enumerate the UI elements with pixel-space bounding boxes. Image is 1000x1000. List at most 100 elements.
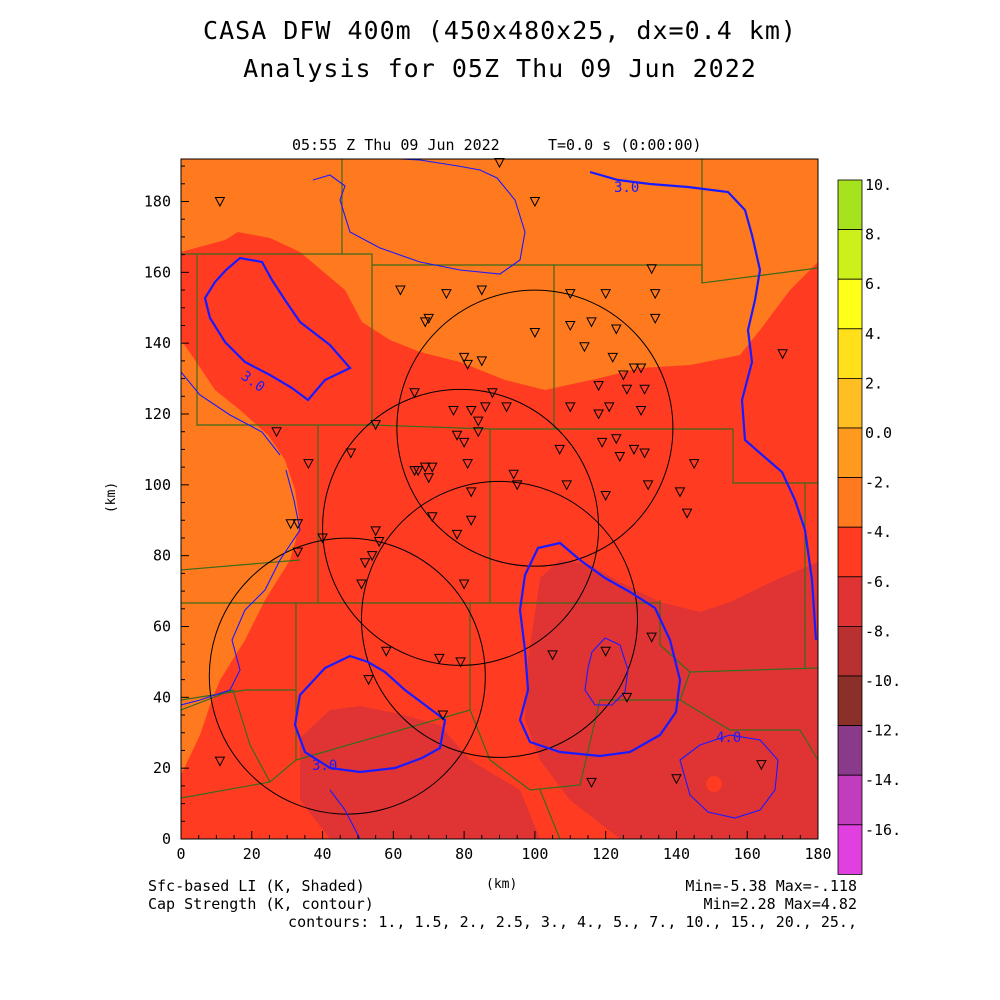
colorbar-label: -4. (865, 523, 892, 541)
station-marker (639, 384, 650, 395)
station-marker (465, 515, 477, 526)
colorbar-swatch (837, 725, 863, 776)
colorbar-label: -10. (865, 672, 901, 690)
station-marker (508, 469, 519, 480)
colorbar-label: -2. (865, 474, 892, 492)
colorbar-swatch (837, 179, 863, 230)
colorbar-swatch (837, 526, 863, 578)
colorbar-swatch (837, 774, 863, 826)
station-marker (476, 285, 488, 296)
station-marker (649, 313, 661, 324)
li-region-minus6-to-minus4 (300, 560, 818, 839)
radar-range-ring (360, 480, 639, 758)
station-marker (554, 444, 565, 455)
colorbar-label: -14. (865, 771, 901, 789)
station-marker (635, 405, 647, 417)
station-marker (639, 448, 650, 459)
station-marker (646, 632, 658, 643)
y-tick-label: 20 (153, 759, 171, 777)
station-marker (586, 317, 597, 328)
contour-4-southeast (518, 541, 682, 758)
station-marker (441, 289, 452, 300)
contour-3-southwest (293, 654, 447, 774)
station-marker (285, 519, 297, 530)
station-marker (564, 289, 576, 300)
station-marker (586, 777, 597, 788)
colorbar-label: -8. (865, 622, 892, 640)
colorbar-swatch (837, 427, 863, 478)
station-marker (480, 402, 491, 413)
station-marker (681, 508, 693, 519)
li-spot-minus6 (706, 776, 722, 792)
station-marker (472, 427, 484, 438)
colorbar-swatch (837, 477, 863, 528)
map-title-line2: Analysis for 05Z Thu 09 Jun 2022 (243, 54, 757, 83)
station-marker (359, 558, 371, 569)
elapsed-time: T=0.0 s (0:00:00) (548, 136, 702, 154)
colorbar-label: 0.0 (865, 424, 892, 442)
colorbar-swatch (837, 824, 863, 875)
station-marker (529, 197, 541, 208)
station-marker (603, 402, 615, 413)
colorbar-label: 8. (865, 226, 883, 244)
colorbar-swatch (837, 576, 863, 627)
station-marker (292, 519, 304, 530)
colorbar-swatch (837, 328, 863, 379)
station-marker (688, 459, 700, 470)
colorbar-swatch (837, 278, 863, 330)
station-marker (458, 437, 470, 448)
station-marker (501, 402, 512, 413)
x-tick-label: 140 (663, 845, 690, 863)
station-marker (465, 405, 477, 417)
station-marker (561, 480, 573, 491)
contour-label: 3.0 (614, 180, 639, 196)
contour-thin-west (181, 371, 281, 456)
colorbar-swatch (837, 229, 863, 280)
station-marker (419, 462, 431, 473)
station-marker (409, 388, 420, 399)
map-title-line1: CASA DFW 400m (450x480x25, dx=0.4 km) (203, 16, 797, 45)
contour-thin-north (312, 159, 526, 275)
contour-thin-south-center (329, 789, 361, 839)
station-marker (214, 756, 226, 767)
station-marker (618, 370, 629, 381)
station-markers (214, 158, 788, 788)
contour-thin-south (584, 637, 629, 706)
station-marker (363, 675, 374, 686)
station-marker (610, 324, 622, 335)
station-marker (271, 427, 282, 438)
station-marker (529, 328, 541, 339)
contour-label: 4.0 (716, 730, 741, 746)
footer-contour-label: Cap Strength (K, contour) (148, 895, 374, 913)
station-marker (317, 533, 328, 544)
station-marker (448, 405, 459, 417)
contour-3-northwest (203, 256, 352, 402)
x-tick-label: 160 (734, 845, 761, 863)
station-marker (596, 437, 608, 448)
y-axis-label: (km) (104, 481, 120, 514)
station-marker (458, 579, 470, 590)
footer-cap-range: Min=2.28 Max=4.82 (703, 895, 857, 913)
colorbar: 10. 8. 6. 4. 2. 0.0 -2. -4. -6. -8. -10. -12. -14. -1… (837, 176, 901, 875)
x-axis-label: (km) (486, 877, 518, 892)
station-marker (462, 459, 473, 470)
station-marker (373, 537, 385, 548)
colorbar-label: -16. (865, 821, 901, 839)
x-tick-label: 20 (243, 845, 261, 863)
y-tick-label: 180 (144, 193, 171, 211)
colorbar-label: 4. (865, 325, 883, 343)
station-marker (380, 646, 392, 657)
station-marker (593, 381, 604, 392)
footer-li-range: Min=-5.38 Max=-.118 (685, 877, 857, 895)
station-marker (366, 551, 378, 562)
colorbar-swatch (837, 377, 863, 429)
x-tick-label: 100 (521, 845, 548, 863)
x-tick-label: 40 (314, 845, 332, 863)
contour-label: 3.0 (312, 758, 337, 774)
y-tick-label: 80 (153, 547, 171, 565)
station-marker (437, 710, 449, 721)
station-marker (511, 480, 523, 491)
colorbar-label: 10. (865, 176, 892, 194)
station-marker (671, 774, 682, 785)
footer-contour-levels: contours: 1., 1.5, 2., 2.5, 3., 4., 5., … (288, 913, 857, 931)
